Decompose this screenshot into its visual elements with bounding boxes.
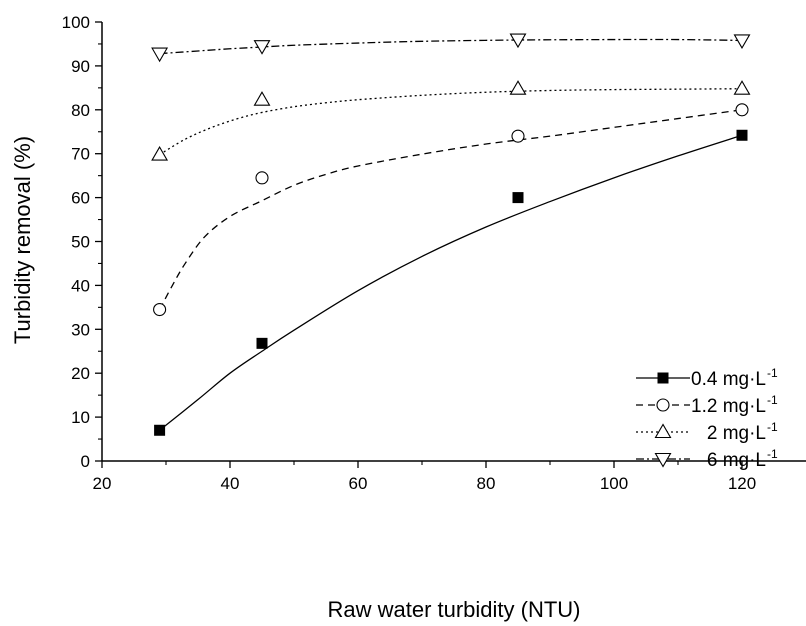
legend-label-superscript: -1 (767, 420, 778, 434)
y-tick-label: 50 (71, 233, 90, 252)
y-tick-label: 90 (71, 57, 90, 76)
data-point-series-1 (256, 337, 268, 349)
data-point-series-2 (735, 103, 749, 117)
x-tick-label: 80 (477, 474, 496, 493)
data-markers (151, 33, 751, 436)
data-point-series-2 (255, 171, 269, 185)
x-tick-label: 100 (600, 474, 628, 493)
x-tick-label: 60 (349, 474, 368, 493)
data-point-series-4 (509, 33, 527, 49)
data-point-series-1 (512, 192, 524, 204)
fit-curve-series-2 (159, 109, 743, 310)
legend-marker-series-3 (654, 423, 672, 439)
x-tick-label: 20 (93, 474, 112, 493)
x-axis-title: Raw water turbidity (NTU) (327, 597, 580, 622)
y-tick-label: 60 (71, 189, 90, 208)
legend-label-series-1: 0.4 mg·L (691, 369, 766, 390)
data-point-series-2 (153, 302, 167, 317)
x-tick-label: 120 (728, 474, 756, 493)
plot-axes (95, 21, 806, 468)
data-point-series-4 (733, 34, 751, 50)
legend-marker-series-4 (654, 452, 672, 468)
data-point-series-3 (253, 91, 271, 106)
legend-marker-series-1 (657, 372, 669, 384)
legend-label-superscript: -1 (767, 447, 778, 461)
fit-curve-series-4 (159, 38, 743, 55)
y-tick-label: 100 (62, 13, 90, 32)
legend-label-superscript: -1 (767, 366, 778, 380)
fitted-curves (159, 38, 743, 431)
legend: 0.4 mg·L -11.2 mg·L -12 mg·L -16 mg·L -1 (636, 366, 778, 471)
y-tick-label: 40 (71, 276, 90, 295)
data-point-series-2 (511, 129, 525, 143)
data-point-series-3 (733, 80, 751, 95)
legend-label-series-2: 1.2 mg·L (691, 396, 766, 417)
y-axis-title: Turbidity removal (%) (10, 136, 35, 344)
data-point-series-4 (253, 40, 271, 55)
data-point-series-3 (151, 145, 169, 161)
legend-marker-series-2 (656, 398, 670, 412)
legend-label-superscript: -1 (767, 393, 778, 407)
y-tick-label: 20 (71, 364, 90, 383)
y-tick-label: 30 (71, 320, 90, 339)
y-tick-label: 80 (71, 101, 90, 120)
data-point-series-1 (736, 129, 748, 141)
y-tick-label: 10 (71, 408, 90, 427)
tick-labels: 0 10 20 30 40 50 60 70 80 90 100 20 40 60 80 100 120 (62, 13, 757, 493)
x-tick-label: 40 (221, 474, 240, 493)
data-point-series-3 (509, 80, 527, 95)
y-tick-label: 70 (71, 145, 90, 164)
legend-label-series-4: 6 mg·L (707, 450, 766, 471)
legend-label-series-3: 2 mg·L (707, 423, 766, 444)
data-point-series-4 (151, 47, 169, 63)
data-point-series-1 (154, 424, 166, 436)
y-tick-label: 0 (81, 452, 90, 471)
fit-curve-series-1 (159, 134, 743, 431)
